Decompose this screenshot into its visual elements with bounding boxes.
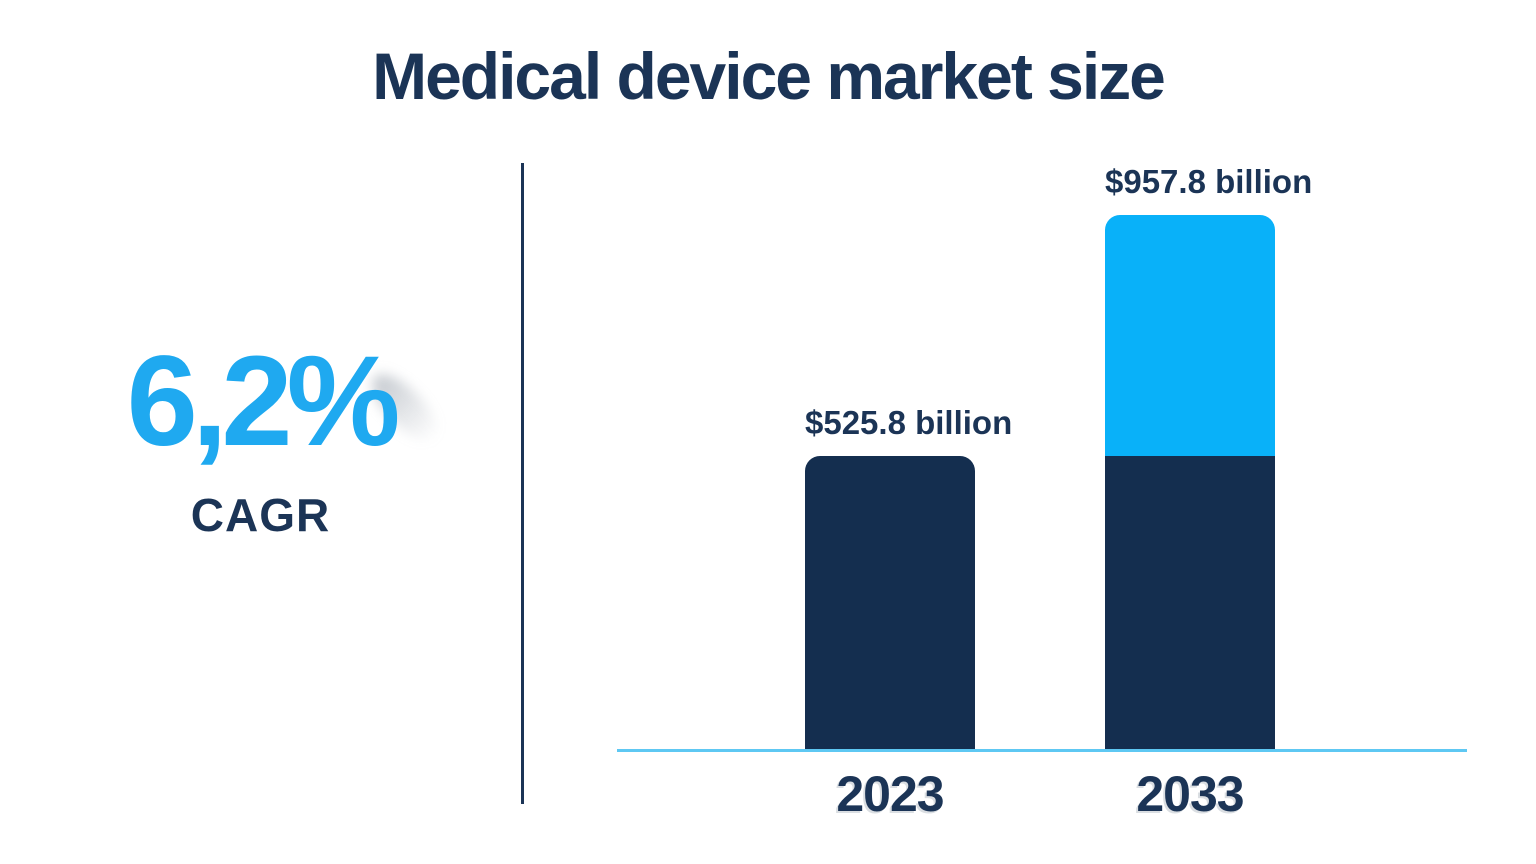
cagr-label: CAGR (190, 489, 331, 541)
bar-2023-segment (805, 455, 975, 749)
bar-2033 (1105, 215, 1275, 749)
cagr-value: 6,2% (126, 330, 401, 473)
cagr-stat-block: 6,2% CAGR (0, 338, 521, 542)
bar-2033-growth-segment (1105, 215, 1275, 456)
value-label-2033: $957.8 billion (1105, 163, 1313, 201)
bar-group-2033: $957.8 billion 2033 (1105, 163, 1313, 822)
value-label-2023: $525.8 billion (805, 403, 1013, 441)
page-title: Medical device market size (372, 39, 1166, 113)
axis-label-2023: 2023 (836, 766, 944, 822)
axis-label-2033: 2033 (1136, 766, 1244, 822)
bar-2033-base-segment (1105, 455, 1275, 749)
bar-2023 (805, 455, 975, 749)
x-axis-baseline (617, 749, 1467, 752)
bar-group-2023: $525.8 billion 2023 (805, 403, 1013, 822)
vertical-divider (521, 163, 524, 804)
bar-chart: $525.8 billion 2023 $957.8 billion 2033 (617, 160, 1467, 822)
